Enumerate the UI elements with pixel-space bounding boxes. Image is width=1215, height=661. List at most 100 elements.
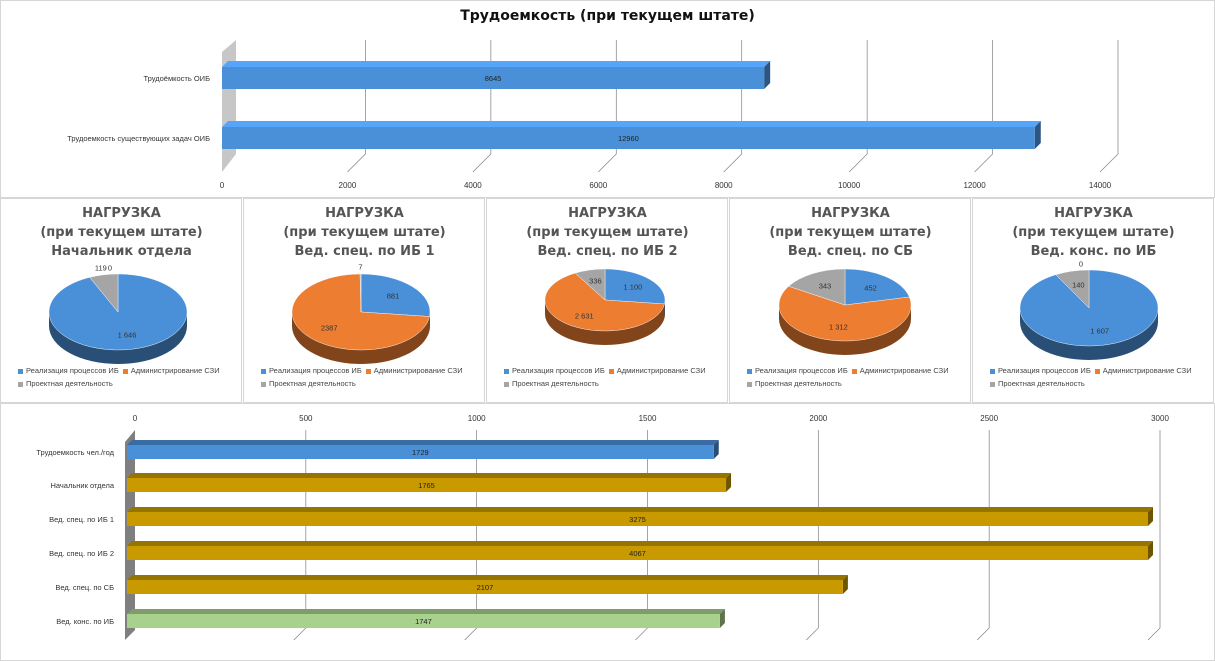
legend-swatch <box>504 381 509 387</box>
legend-swatch <box>747 381 752 387</box>
bar-side <box>1148 507 1153 526</box>
legend-label: Реализация процессов ИБ <box>755 366 848 375</box>
pie-title-line: НАГРУЗКА <box>1054 206 1133 221</box>
bar-value-label: 1747 <box>415 617 432 626</box>
bar <box>222 127 1035 149</box>
pie-title-line: Вед. конс. по ИБ <box>1030 244 1157 259</box>
pie-slice-label: 2 631 <box>574 311 594 321</box>
legend-label: Администрирование СЗИ <box>373 366 463 375</box>
pie-title: НАГРУЗКА (при текущем штате) Вед. спец. по… <box>729 204 972 261</box>
x-tick-label: 500 <box>299 414 313 423</box>
pie-title-line: НАГРУЗКА <box>568 206 647 221</box>
legend-swatch <box>261 381 266 387</box>
bar-side <box>713 440 719 459</box>
pie-slice <box>291 273 430 351</box>
pie-slice <box>604 268 666 305</box>
pie-slice-side <box>545 300 665 346</box>
x-tick-label: 2000 <box>339 181 357 190</box>
pie-slice-label: 1 607 <box>1090 326 1110 336</box>
pie-slice <box>89 273 119 313</box>
x-tick-label: 3000 <box>1151 414 1169 423</box>
legend-swatch <box>608 368 614 374</box>
pie-title-line: НАГРУЗКА <box>325 206 404 221</box>
bar <box>127 546 1148 560</box>
bar-side <box>1034 121 1041 149</box>
legend-swatch <box>747 368 752 374</box>
bar-value-label: 4067 <box>629 549 646 558</box>
gridline <box>293 430 307 641</box>
legend-label: Администрирование СЗИ <box>859 366 949 375</box>
legend-swatch <box>261 368 266 374</box>
pie-title-line: (при текущем штате) <box>526 225 689 240</box>
legend-label: Администрирование СЗИ <box>616 366 706 375</box>
pie-slice-label: 1 312 <box>828 322 848 332</box>
legend-item: Реализация процессов ИБ <box>18 366 119 375</box>
legend-label: Администрирование СЗИ <box>1102 366 1192 375</box>
gridline <box>635 430 648 641</box>
legend-item: Администрирование СЗИ <box>851 366 949 375</box>
axis-wall <box>125 430 135 640</box>
x-tick-label: 8000 <box>715 181 733 190</box>
category-label: Начальник отдела <box>50 481 114 490</box>
pie-title-line: (при текущем штате) <box>1012 225 1175 240</box>
legend-swatch <box>990 368 995 374</box>
x-tick-label: 10000 <box>838 181 861 190</box>
pie-slice <box>574 268 606 301</box>
pie-slice-side <box>291 312 430 364</box>
legend-item: Администрирование СЗИ <box>122 366 220 375</box>
pie-slice-label: 140 <box>1072 280 1085 290</box>
bar-side <box>1148 541 1153 560</box>
pie-title-line: Начальник отдела <box>51 244 192 259</box>
bar <box>127 512 1148 526</box>
bar-value-label: 8645 <box>485 74 502 83</box>
bar-side <box>726 473 732 492</box>
legend-item: Реализация процессов ИБ <box>261 366 362 375</box>
x-tick-label: 1000 <box>468 414 486 423</box>
legend-item: Реализация процессов ИБ <box>747 366 848 375</box>
legend-swatch <box>18 368 23 374</box>
legend-item: Реализация процессов ИБ <box>504 366 605 375</box>
x-tick-label: 14000 <box>1089 181 1112 190</box>
category-label: Вед. спец. по ИБ 1 <box>49 515 114 524</box>
pie-slice-side <box>1020 308 1158 360</box>
pie-title: НАГРУЗКА (при текущем штате) Вед. спец. по… <box>486 204 729 261</box>
x-tick-label: 2500 <box>980 414 998 423</box>
legend-label: Проектная деятельность <box>512 379 599 388</box>
category-label: Трудоёмкость ОИБ <box>144 74 211 83</box>
legend-item: Проектная деятельность <box>261 379 356 388</box>
pie-slice-label: 119 <box>94 263 107 273</box>
legend-swatch <box>504 368 509 374</box>
gridline <box>464 430 478 641</box>
legend-swatch <box>18 381 23 387</box>
pie-slice <box>359 273 362 313</box>
pie-title: НАГРУЗКА (при текущем штате) Вед. конс. по… <box>972 204 1215 261</box>
legend-item: Администрирование СЗИ <box>365 366 463 375</box>
legend-swatch <box>1094 368 1100 374</box>
gridline <box>1147 430 1161 641</box>
category-label: Вед. конс. по ИБ <box>56 617 114 626</box>
gridline <box>976 430 990 641</box>
pie-title-line: Вед. спец. по ИБ 1 <box>294 244 435 259</box>
category-label: Вед. спец. по СБ <box>55 583 114 592</box>
bar-value-label: 2107 <box>477 583 494 592</box>
legend-label: Реализация процессов ИБ <box>998 366 1091 375</box>
pie-slice-side <box>779 305 911 355</box>
bar <box>127 580 843 594</box>
pie-slice-label: 2387 <box>320 323 338 333</box>
pie-title-line: Вед. спец. по ИБ 2 <box>537 244 678 259</box>
bar-side <box>764 61 771 89</box>
legend-item: Проектная деятельность <box>18 379 113 388</box>
legend-swatch <box>122 368 128 374</box>
bar-top <box>222 61 771 67</box>
legend-swatch <box>851 368 857 374</box>
pie-title: НАГРУЗКА (при текущем штате) Вед. спец. по… <box>243 204 486 261</box>
pie-slice-label: 452 <box>864 283 877 293</box>
legend-label: Реализация процессов ИБ <box>269 366 362 375</box>
bar-value-label: 1765 <box>418 481 435 490</box>
category-label: Трудоемкость существующих задач ОИБ <box>67 134 210 143</box>
legend-item: Реализация процессов ИБ <box>990 366 1091 375</box>
